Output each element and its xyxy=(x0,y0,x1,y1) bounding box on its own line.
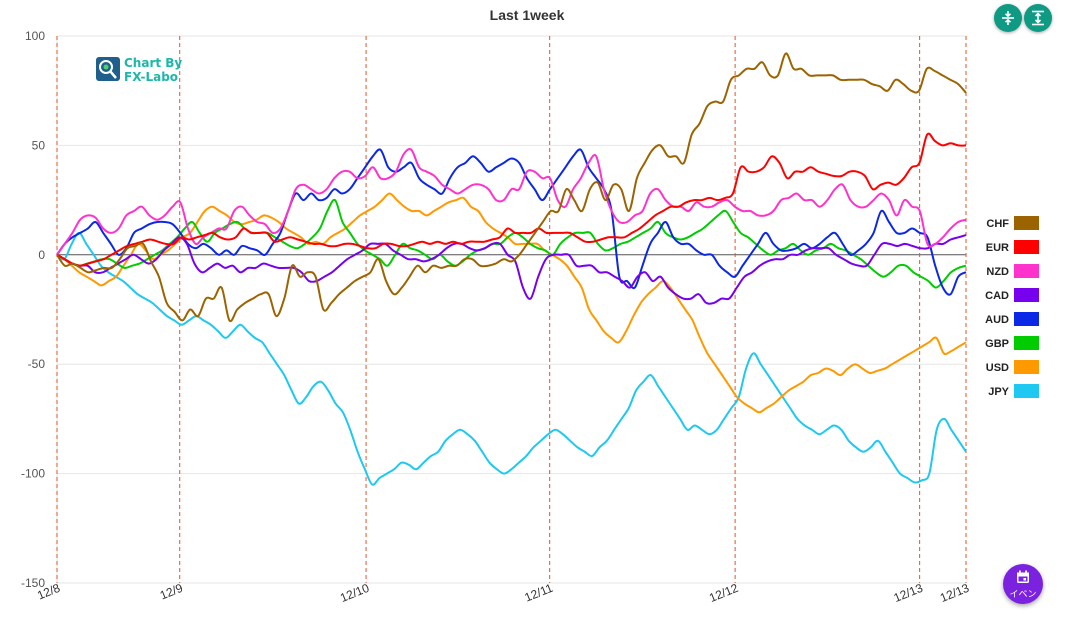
chart-title: Last 1week xyxy=(490,7,565,23)
legend-label-eur: EUR xyxy=(986,242,1009,254)
event-button[interactable]: イベン xyxy=(1003,564,1043,604)
calendar-icon xyxy=(1017,570,1029,583)
series-line-cad xyxy=(56,234,967,305)
y-tick-label: 100 xyxy=(25,29,45,43)
vertical-compress-icon xyxy=(1002,11,1014,25)
legend-label-cad: CAD xyxy=(985,290,1009,302)
legend-label-nzd: NZD xyxy=(986,266,1009,278)
logo-line2: FX-Labo xyxy=(124,70,178,84)
legend-swatch-jpy xyxy=(1014,384,1039,398)
fit-chart-button[interactable] xyxy=(994,4,1022,32)
y-tick-label: 0 xyxy=(38,248,45,262)
day-dividers xyxy=(56,36,967,583)
series-lines xyxy=(56,52,967,486)
legend-label-jpy: JPY xyxy=(988,386,1009,398)
legend-swatch-aud xyxy=(1014,312,1039,326)
fx-labo-logo: Chart By FX-Labo xyxy=(96,56,182,84)
legend: CHF EUR NZD CAD AUD GBP USD JPY xyxy=(985,216,1039,398)
series-line-usd xyxy=(56,192,967,414)
legend-swatch-nzd xyxy=(1014,264,1039,278)
series-line-eur xyxy=(56,132,967,267)
x-tick-label: 12/9 xyxy=(158,581,185,603)
y-tick-label: -100 xyxy=(21,467,45,481)
legend-swatch-chf xyxy=(1014,216,1039,230)
legend-label-chf: CHF xyxy=(986,218,1009,230)
y-tick-label: -50 xyxy=(28,357,46,371)
series-line-jpy xyxy=(56,231,967,486)
y-tick-label: -150 xyxy=(21,576,45,590)
y-tick-label: 50 xyxy=(32,138,46,152)
x-tick-label: 12/11 xyxy=(523,581,556,605)
legend-swatch-usd xyxy=(1014,360,1039,374)
legend-label-usd: USD xyxy=(986,362,1009,374)
x-tick-label: 12/13 xyxy=(938,581,971,605)
y-axis: 100 50 0 -50 -100 -150 xyxy=(21,29,45,590)
logo-line1: Chart By xyxy=(124,56,182,70)
x-tick-label: 12/13 xyxy=(892,581,925,605)
x-tick-label: 12/12 xyxy=(707,581,740,605)
x-tick-label: 12/10 xyxy=(338,581,371,605)
legend-swatch-eur xyxy=(1014,240,1039,254)
legend-label-aud: AUD xyxy=(985,314,1009,326)
x-axis: 12/8 12/9 12/10 12/11 12/12 12/13 12/13 xyxy=(35,581,971,605)
event-button-label: イベン xyxy=(1009,590,1037,600)
vertical-expand-icon xyxy=(1032,10,1044,26)
legend-swatch-cad xyxy=(1014,288,1039,302)
expand-chart-button[interactable] xyxy=(1024,4,1052,32)
series-line-gbp xyxy=(56,198,967,289)
series-line-chf xyxy=(56,52,967,323)
legend-swatch-gbp xyxy=(1014,336,1039,350)
legend-label-gbp: GBP xyxy=(985,338,1009,350)
grid xyxy=(56,35,966,584)
